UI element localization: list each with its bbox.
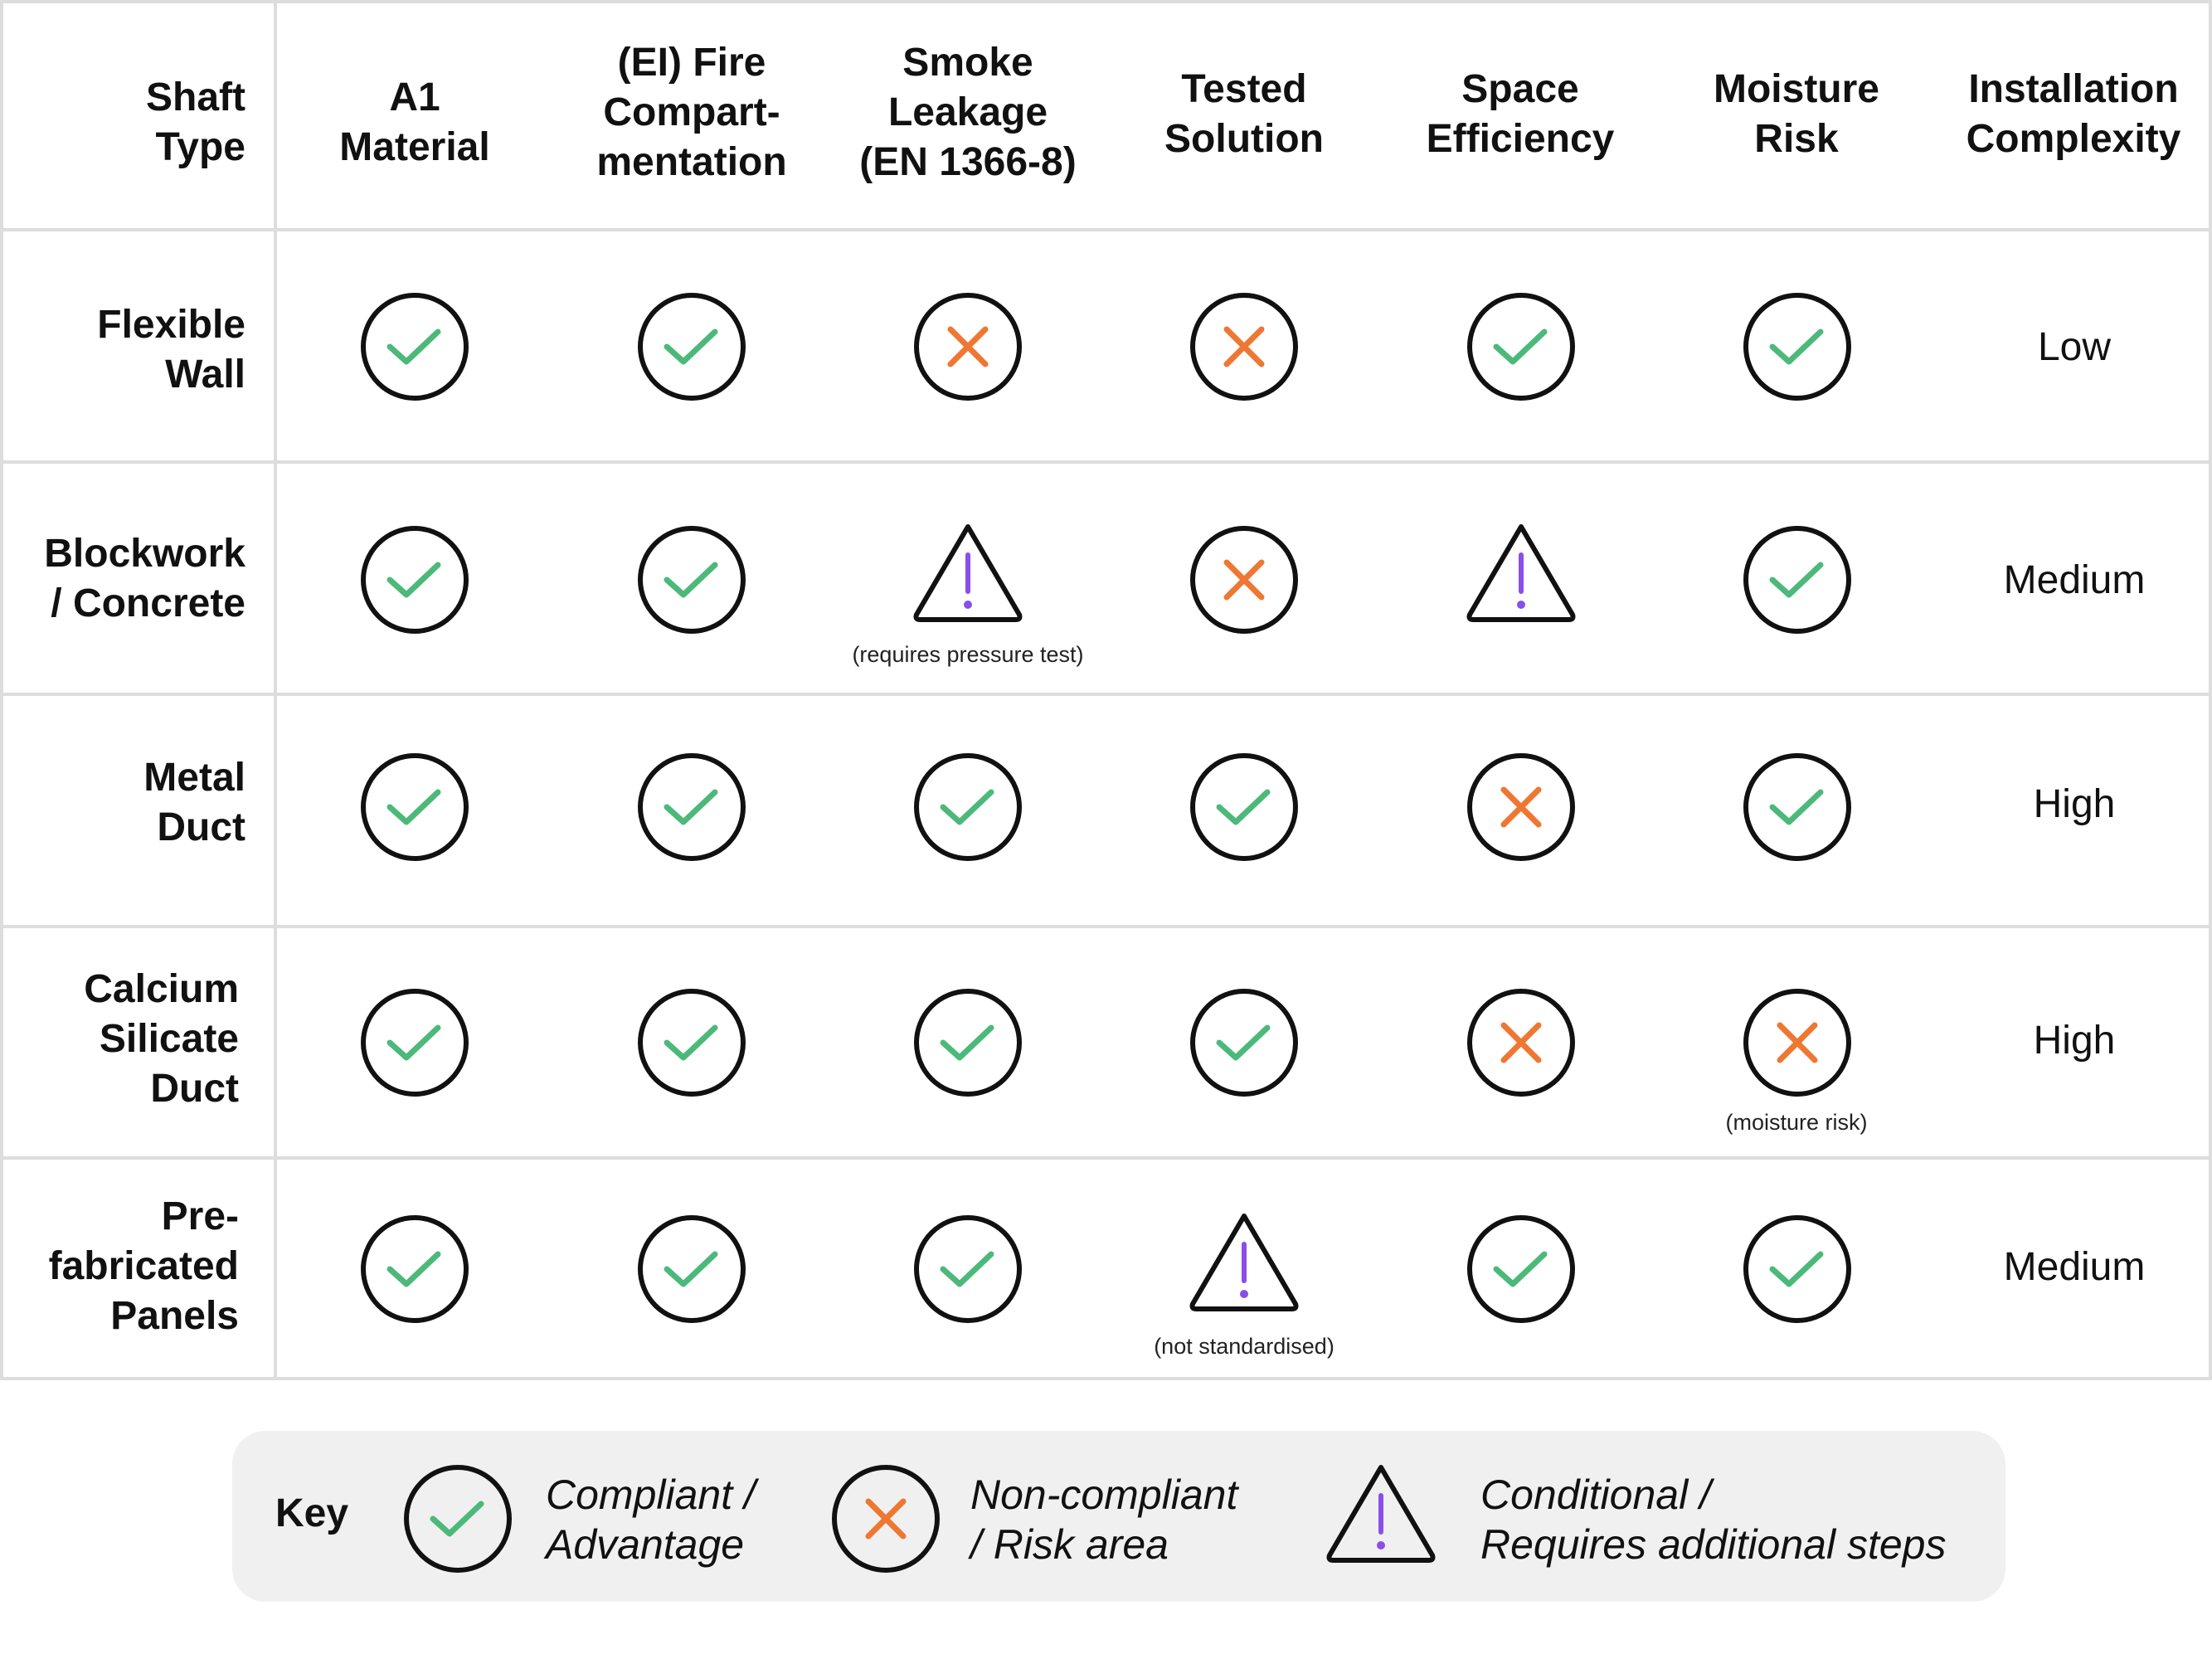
key-label-conditional: Conditional / Requires additional steps xyxy=(1480,1472,1947,1568)
check-icon xyxy=(1463,289,1579,405)
legend-key: Key Compliant / Advantage Non-compliant … xyxy=(232,1431,2005,1602)
check-icon xyxy=(357,1211,473,1327)
row-label-blockwork-concrete: Blockwork / Concrete xyxy=(44,532,246,625)
row-label-calcium-silicate-duct: Calcium Silicate Duct xyxy=(84,967,239,1111)
check-icon xyxy=(1739,522,1855,638)
note-moisture-risk: (moisture risk) xyxy=(1725,1110,1868,1135)
check-icon xyxy=(1739,749,1855,865)
note-requires-pressure-test: (requires pressure test) xyxy=(852,642,1084,667)
cross-icon xyxy=(1463,985,1579,1101)
check-icon xyxy=(910,985,1026,1101)
table-bottom-border xyxy=(0,1377,2212,1380)
complexity-calcium-silicate-duct: High xyxy=(2033,1019,2116,1063)
check-icon xyxy=(357,749,473,865)
comparison-table xyxy=(0,0,2212,1379)
key-warning-icon xyxy=(1323,1456,1439,1572)
header-a1-material: A1 Material xyxy=(339,75,490,169)
complexity-blockwork-concrete: Medium xyxy=(2003,558,2146,602)
note-not-standardised: (not standardised) xyxy=(1154,1334,1334,1359)
header-tested-solution: Tested Solution xyxy=(1164,67,1324,161)
key-title: Key xyxy=(275,1491,349,1535)
label-column-divider xyxy=(274,0,277,1379)
key-label-compliant: Compliant / Advantage xyxy=(546,1472,756,1568)
complexity-metal-duct: High xyxy=(2033,782,2116,826)
check-icon xyxy=(357,522,473,638)
header-fire-compartmentation: (EI) Fire Compart- mentation xyxy=(596,41,787,184)
header-moisture-risk: Moisture Risk xyxy=(1713,67,1879,161)
check-icon xyxy=(634,1211,750,1327)
check-icon xyxy=(634,985,750,1101)
check-icon xyxy=(1463,1211,1579,1327)
check-icon xyxy=(634,749,750,865)
cross-icon xyxy=(1186,522,1302,638)
header-shaft-type: Shaft Type xyxy=(146,75,246,169)
key-label-non-compliant: Non-compliant / Risk area xyxy=(970,1472,1238,1568)
check-icon xyxy=(1186,985,1302,1101)
row-divider xyxy=(0,693,2212,696)
header-space-efficiency: Space Efficiency xyxy=(1426,67,1615,161)
warning-icon xyxy=(910,515,1026,631)
row-label-metal-duct: Metal Duct xyxy=(143,756,246,849)
header-divider xyxy=(0,228,2212,231)
complexity-flexible-wall: Low xyxy=(2037,325,2112,369)
row-divider xyxy=(0,925,2212,928)
row-divider xyxy=(0,460,2212,464)
check-icon xyxy=(357,289,473,405)
key-check-icon xyxy=(400,1461,516,1577)
cross-icon xyxy=(1186,289,1302,405)
header-smoke-leakage: Smoke Leakage (EN 1366-8) xyxy=(859,41,1077,184)
check-icon xyxy=(1739,1211,1855,1327)
warning-icon xyxy=(1186,1204,1302,1321)
row-divider xyxy=(0,1156,2212,1160)
cross-icon xyxy=(910,289,1026,405)
check-icon xyxy=(910,749,1026,865)
check-icon xyxy=(634,289,750,405)
warning-icon xyxy=(1463,515,1579,631)
row-label-flexible-wall: Flexible Wall xyxy=(97,303,246,396)
check-icon xyxy=(634,522,750,638)
cross-icon xyxy=(1739,985,1855,1101)
check-icon xyxy=(1739,289,1855,405)
key-cross-icon xyxy=(828,1461,944,1577)
cross-icon xyxy=(1463,749,1579,865)
row-label-prefabricated-panels: Pre- fabricated Panels xyxy=(48,1194,239,1338)
header-installation-complexity: Installation Complexity xyxy=(1966,67,2181,161)
check-icon xyxy=(910,1211,1026,1327)
complexity-prefabricated-panels: Medium xyxy=(2003,1245,2146,1289)
check-icon xyxy=(357,985,473,1101)
check-icon xyxy=(1186,749,1302,865)
